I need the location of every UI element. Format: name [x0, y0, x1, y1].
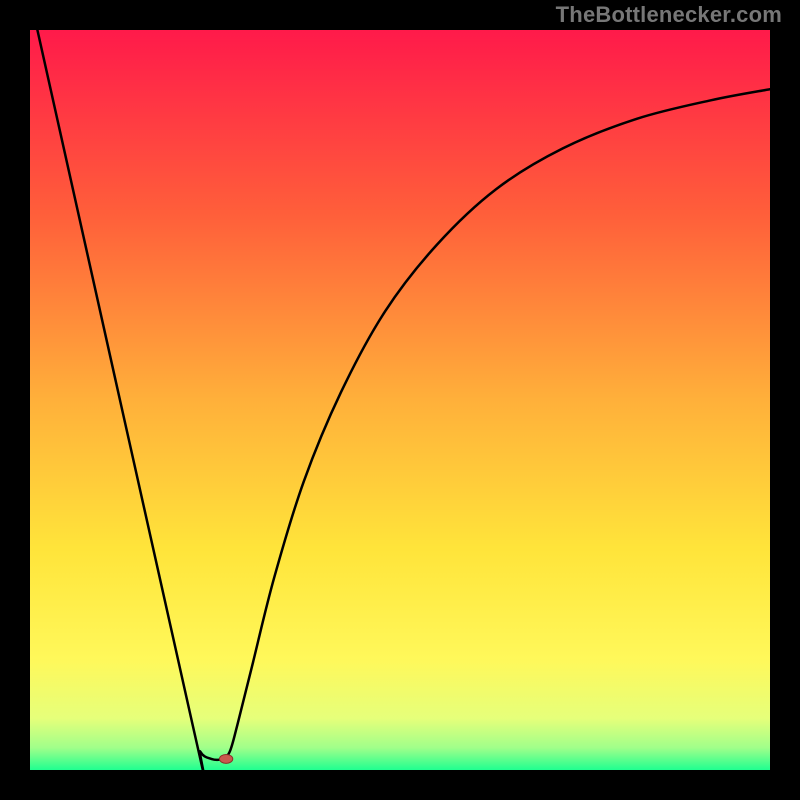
gradient-background	[30, 30, 770, 770]
watermark-text: TheBottlenecker.com	[556, 2, 782, 28]
plot-area	[30, 30, 770, 770]
min-marker	[219, 754, 232, 763]
plot-svg	[30, 30, 770, 770]
chart-container: TheBottlenecker.com	[0, 0, 800, 800]
